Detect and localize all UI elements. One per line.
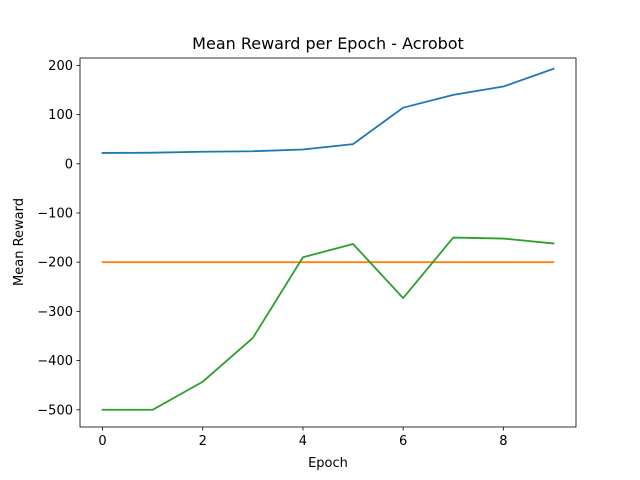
y-tick-label: 100 [48, 108, 73, 123]
series-line-1 [101, 67, 555, 154]
y-axis: −500 −400 −300 −200 −100 0 100 200 [37, 59, 80, 418]
chart-title: Mean Reward per Epoch - Acrobot [192, 34, 464, 53]
x-tick-label: 6 [399, 434, 407, 449]
x-tick-label: 4 [299, 434, 307, 449]
y-tick-label: 200 [48, 59, 73, 74]
y-tick-label: −400 [37, 354, 73, 369]
series-layer [101, 67, 555, 411]
y-tick-label: −500 [37, 403, 73, 418]
x-tick-label: 8 [499, 434, 507, 449]
y-axis-label: Mean Reward [12, 198, 27, 286]
x-axis-label: Epoch [308, 456, 348, 471]
x-tick-label: 0 [98, 434, 106, 449]
y-tick-label: −300 [37, 305, 73, 320]
series-line-3 [101, 236, 555, 411]
plot-frame [79, 57, 577, 428]
y-tick-label: −100 [37, 206, 73, 221]
x-axis: 0 2 4 6 8 [98, 427, 507, 449]
y-tick-label: −200 [37, 256, 73, 271]
x-tick-label: 2 [199, 434, 207, 449]
y-tick-label: 0 [65, 157, 73, 172]
